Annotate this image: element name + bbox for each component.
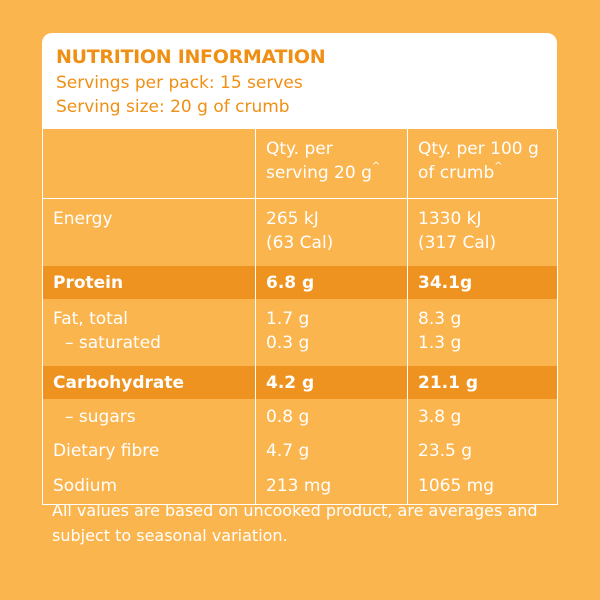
row-label: Protein	[42, 266, 256, 299]
sugars-per-serving: 0.8 g	[255, 399, 408, 434]
fat-labels: Fat, total – saturated	[42, 299, 256, 366]
nutrition-header: NUTRITION INFORMATION Servings per pack:…	[42, 33, 557, 129]
caret-mark: ^	[494, 161, 503, 172]
carbohydrate-per-serving: 4.2 g	[255, 366, 408, 399]
header-per-serving-line2: serving 20 g	[266, 163, 372, 183]
header-per-100g-line2: of crumb	[418, 163, 495, 183]
energy-100g-kj: 1330 kJ	[418, 209, 482, 229]
table-row-fat: Fat, total – saturated 1.7 g 0.3 g 8.3 g…	[42, 299, 558, 366]
sugars-per-100g: 3.8 g	[407, 399, 558, 434]
serving-size: Serving size: 20 g of crumb	[56, 97, 290, 117]
row-label: Carbohydrate	[42, 366, 256, 399]
carbohydrate-per-100g: 21.1 g	[407, 366, 558, 399]
energy-per-serving: 265 kJ (63 Cal)	[255, 198, 408, 266]
header-empty-cell	[42, 129, 256, 199]
sodium-per-serving: 213 mg	[255, 467, 408, 505]
energy-100g-cal: (317 Cal)	[418, 233, 497, 253]
nutrition-title: NUTRITION INFORMATION	[56, 46, 326, 68]
servings-per-pack: Servings per pack: 15 serves	[56, 73, 303, 93]
energy-serving-kj: 265 kJ	[266, 209, 319, 229]
row-label: Dietary fibre	[42, 434, 256, 467]
fat-per-serving: 1.7 g 0.3 g	[255, 299, 408, 366]
energy-per-100g: 1330 kJ (317 Cal)	[407, 198, 558, 266]
row-label-saturated: – saturated	[65, 333, 161, 353]
row-label: Energy	[42, 198, 256, 266]
saturated-serving: 0.3 g	[266, 333, 310, 353]
table-row-sugars: – sugars 0.8 g 3.8 g	[42, 399, 558, 434]
sodium-per-100g: 1065 mg	[407, 467, 558, 505]
row-label: – sugars	[65, 406, 136, 427]
fat-per-100g: 8.3 g 1.3 g	[407, 299, 558, 366]
table-row-energy: Energy 265 kJ (63 Cal) 1330 kJ (317 Cal)	[42, 198, 558, 266]
table-row-carbohydrate: Carbohydrate 4.2 g 21.1 g	[42, 366, 558, 399]
table-row-fibre: Dietary fibre 4.7 g 23.5 g	[42, 434, 558, 467]
header-per-serving-line1: Qty. per	[266, 139, 333, 159]
header-per-100g-line1: Qty. per 100 g	[418, 139, 539, 159]
row-label: Sodium	[42, 467, 256, 505]
protein-per-100g: 34.1g	[407, 266, 558, 299]
energy-serving-cal: (63 Cal)	[266, 233, 334, 253]
fibre-per-serving: 4.7 g	[255, 434, 408, 467]
header-per-serving: Qty. per serving 20 g^	[255, 129, 408, 199]
header-per-100g: Qty. per 100 g of crumb^	[407, 129, 558, 199]
saturated-100g: 1.3 g	[418, 333, 462, 353]
nutrition-panel: NUTRITION INFORMATION Servings per pack:…	[42, 33, 558, 505]
table-row-sodium: Sodium 213 mg 1065 mg	[42, 467, 558, 505]
fibre-per-100g: 23.5 g	[407, 434, 558, 467]
row-label-fat-total: Fat, total	[53, 309, 128, 329]
nutrition-table: Qty. per serving 20 g^ Qty. per 100 g of…	[42, 129, 558, 505]
footnote: All values are based on uncooked product…	[52, 501, 538, 545]
table-header-row: Qty. per serving 20 g^ Qty. per 100 g of…	[42, 129, 558, 199]
caret-mark: ^	[371, 161, 381, 172]
table-row-protein: Protein 6.8 g 34.1g	[42, 266, 558, 299]
protein-per-serving: 6.8 g	[255, 266, 408, 299]
fat-total-serving: 1.7 g	[266, 309, 310, 329]
fat-total-100g: 8.3 g	[418, 309, 462, 329]
